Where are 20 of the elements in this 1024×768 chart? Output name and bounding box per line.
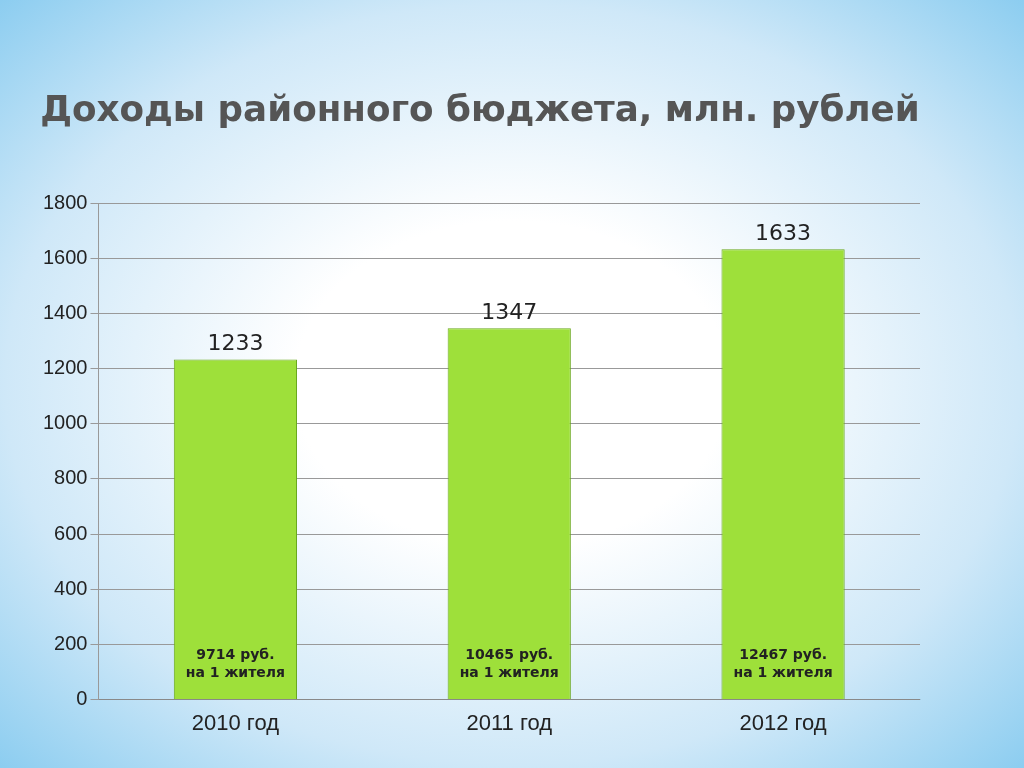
y-tick-label: 400 <box>54 576 88 599</box>
y-tick-label: 0 <box>76 687 88 710</box>
data-label: 1633 <box>755 219 812 245</box>
chart-title: Доходы районного бюджета, млн. рублей <box>40 87 920 129</box>
y-tick-label: 600 <box>54 521 88 544</box>
data-label: 1347 <box>481 298 538 324</box>
y-tick-label: 1800 <box>42 190 88 213</box>
annotation: 10465 руб. на 1 жителя <box>459 646 559 681</box>
x-tick-label: 2012 год <box>739 709 827 735</box>
y-tick-label: 800 <box>54 466 88 489</box>
y-tick-label: 1000 <box>42 411 88 434</box>
x-tick-label: 2010 год <box>191 709 280 735</box>
data-label: 1233 <box>207 330 264 356</box>
y-tick-label: 200 <box>54 631 88 654</box>
y-tick-label: 1600 <box>42 245 88 268</box>
annotation: 12467 руб. на 1 жителя <box>733 646 833 681</box>
annotation: 9714 руб. на 1 жителя <box>185 646 286 681</box>
y-tick-label: 1400 <box>42 301 88 324</box>
x-tick-label: 2011 год <box>466 709 553 735</box>
y-tick-label: 1200 <box>42 356 88 379</box>
